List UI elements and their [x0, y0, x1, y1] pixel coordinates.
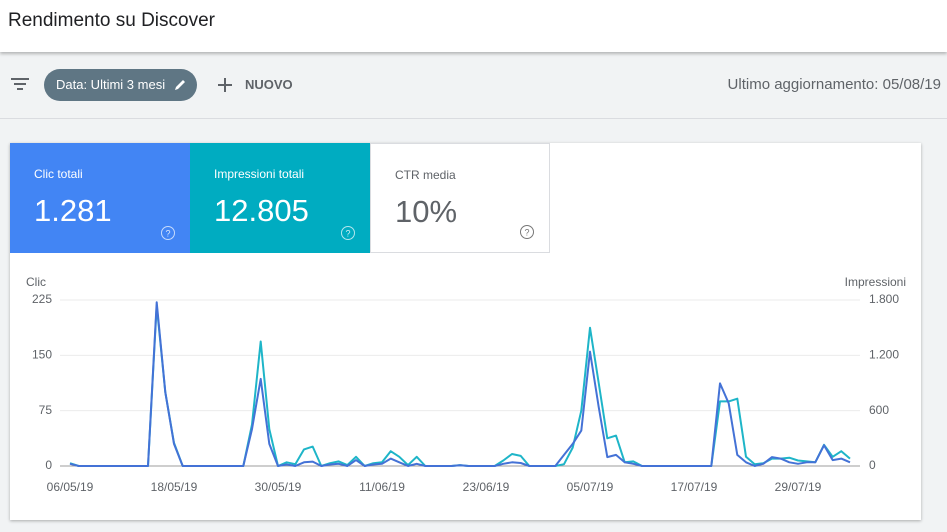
new-button[interactable]: NUOVO [245, 77, 293, 92]
svg-text:?: ? [345, 229, 350, 239]
metric-value: 12.805 [214, 193, 309, 228]
date-filter-chip[interactable]: Data: Ultimi 3 mesi [44, 69, 197, 101]
series-line [69, 301, 851, 467]
series-line [69, 304, 851, 467]
y-tick-label: 75 [39, 403, 53, 417]
filter-icon[interactable] [10, 76, 30, 92]
y-axis-title: Clic [26, 275, 46, 289]
y2-tick-label: 1.800 [869, 292, 899, 306]
metric-label: Impressioni totali [214, 167, 305, 181]
y2-axis-title: Impressioni [845, 275, 906, 289]
last-update: Ultimo aggiornamento: 05/08/19 [727, 76, 941, 93]
metric-label: CTR media [395, 168, 456, 182]
x-tick-label: 29/07/19 [775, 480, 822, 494]
x-tick-label: 17/07/19 [671, 480, 718, 494]
x-tick-label: 05/07/19 [567, 480, 614, 494]
x-tick-label: 06/05/19 [47, 480, 94, 494]
y-tick-label: 150 [32, 348, 52, 362]
page-title: Rendimento su Discover [8, 10, 215, 31]
x-tick-label: 23/06/19 [463, 480, 510, 494]
help-icon[interactable]: ? [160, 225, 176, 241]
metric-label: Clic totali [34, 167, 83, 181]
svg-text:?: ? [165, 229, 170, 239]
chart: Clic Impressioni 0 75 150 225 0 600 1.200 1.800… [26, 275, 906, 494]
plus-icon[interactable] [216, 76, 234, 94]
y2-tick-label: 600 [869, 403, 889, 417]
y-tick-label: 0 [45, 458, 52, 472]
header: Rendimento su Discover [0, 0, 947, 52]
y2-tick-label: 1.200 [869, 348, 899, 362]
y-tick-label: 225 [32, 292, 52, 306]
metric-card[interactable]: CTR media 10% ? [370, 143, 550, 253]
performance-panel: Clic totali 1.281 ? Impressioni totali 1… [10, 143, 921, 520]
metric-value: 10% [395, 194, 458, 229]
help-icon[interactable]: ? [340, 225, 356, 241]
svg-text:?: ? [524, 228, 529, 238]
x-tick-label: 18/05/19 [151, 480, 198, 494]
y2-tick-label: 0 [869, 458, 876, 472]
chip-label: Data: Ultimi 3 mesi [56, 77, 166, 92]
x-tick-label: 30/05/19 [255, 480, 302, 494]
edit-icon [175, 80, 185, 90]
toolbar: Data: Ultimi 3 mesi NUOVO Ultimo aggiorn… [0, 54, 947, 119]
metric-value: 1.281 [34, 193, 112, 228]
x-tick-label: 11/06/19 [359, 480, 405, 494]
help-icon[interactable]: ? [519, 224, 535, 240]
metric-card[interactable]: Clic totali 1.281 ? [10, 143, 190, 253]
metric-card[interactable]: Impressioni totali 12.805 ? [190, 143, 370, 253]
